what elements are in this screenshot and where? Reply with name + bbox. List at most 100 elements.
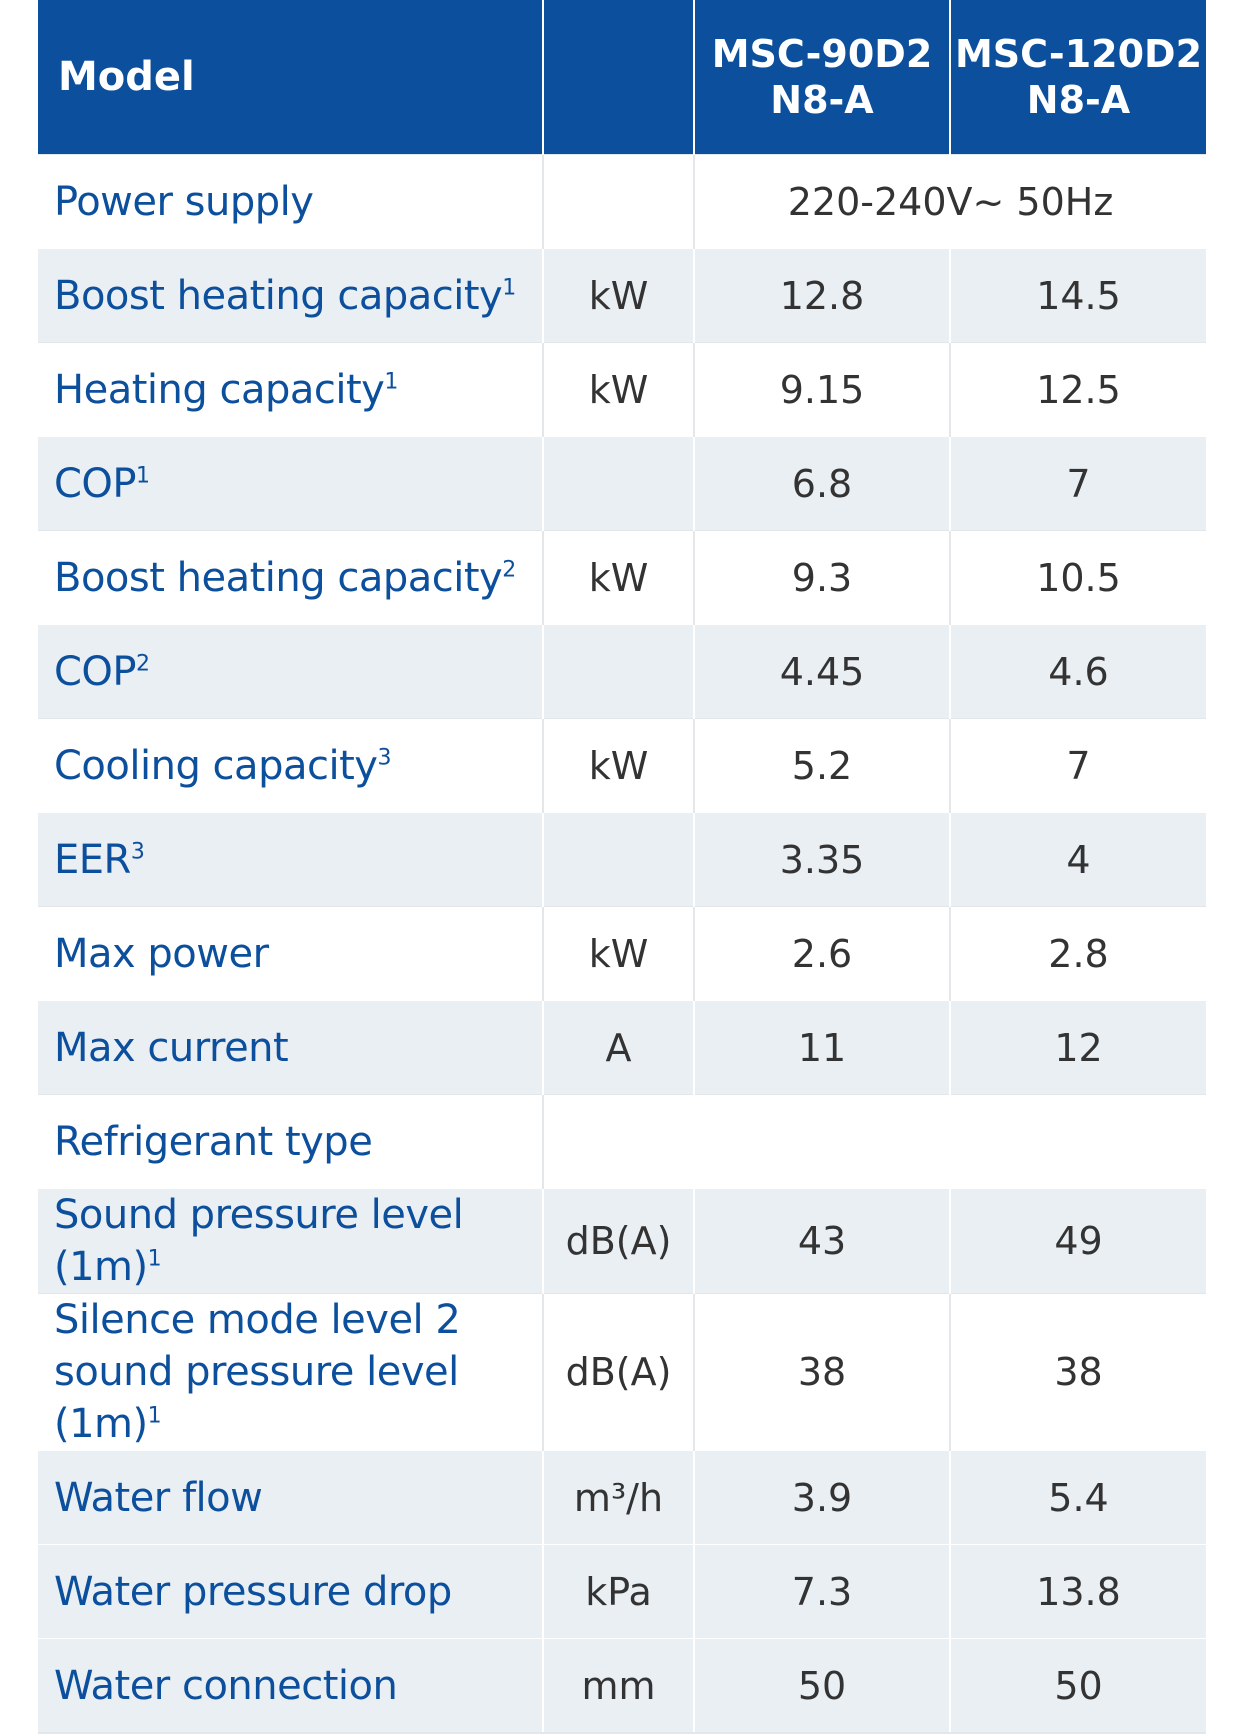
row-label-text: COP [54, 648, 137, 695]
row-span-value [542, 1094, 1206, 1189]
row-label-text: Power supply [54, 178, 314, 225]
header-model-1: MSC-90D2 N8-A [693, 0, 950, 155]
header-model-label: Model [38, 0, 543, 155]
table-row-eer: EER3 3.35 4 [38, 812, 1206, 907]
row-value-model-1: 12.8 [693, 248, 950, 343]
table-row-refrigerant-type: Refrigerant type [38, 1094, 1206, 1189]
row-label-text: Refrigerant type [54, 1118, 373, 1165]
row-value-model-2: 49 [949, 1188, 1206, 1294]
row-label-text: Water pressure drop [54, 1568, 452, 1615]
row-unit: dB(A) [542, 1293, 694, 1451]
row-value-model-2: 50 [949, 1638, 1206, 1734]
row-label-footnote: 3 [377, 745, 391, 771]
row-label: Heating capacity1 [38, 342, 543, 437]
row-value-model-1: 3.35 [693, 812, 950, 907]
row-label-line-1: Silence mode level 2 [54, 1297, 461, 1343]
row-value-model-2: 12.5 [949, 342, 1206, 437]
row-value-model-1: 7.3 [693, 1544, 950, 1639]
row-label-text: Cooling capacity [54, 742, 378, 789]
row-label-footnote: 1 [147, 1403, 162, 1429]
row-value-model-2: 13.8 [949, 1544, 1206, 1639]
table-row-boost-heating-capacity-1: Boost heating capacity1 kW 12.8 14.5 [38, 248, 1206, 343]
header-model-1-line-1: MSC-90D2 [711, 32, 933, 76]
row-label: Refrigerant type [38, 1094, 543, 1189]
row-label-footnote: 1 [384, 369, 398, 395]
row-label-footnote: 2 [502, 557, 516, 583]
row-label-text: EER [54, 836, 131, 883]
row-label-text: Water connection [54, 1662, 398, 1709]
row-value-model-2: 5.4 [949, 1450, 1206, 1545]
row-value-model-2: 7 [949, 436, 1206, 531]
row-label: Water flow [38, 1450, 543, 1545]
row-label: Water pressure drop [38, 1544, 543, 1639]
row-value-model-2: 12 [949, 1000, 1206, 1095]
row-label: COP1 [38, 436, 543, 531]
row-label-text: Max current [54, 1024, 289, 1071]
row-label-footnote: 2 [136, 651, 150, 677]
header-model-2-line-1: MSC-120D2 [954, 32, 1203, 76]
table-row-silence-mode-sound-pressure: Silence mode level 2 sound pressure level… [38, 1293, 1206, 1451]
row-label-text: Heating capacity [54, 366, 385, 413]
row-value-model-1: 2.6 [693, 906, 950, 1001]
row-value-model-2: 38 [949, 1293, 1206, 1451]
table-header-row: Model MSC-90D2 N8-A MSC-120D2 N8-A [38, 0, 1206, 155]
row-unit: mm [542, 1638, 694, 1734]
header-model-2: MSC-120D2 N8-A [949, 0, 1206, 155]
table-row-max-power: Max power kW 2.6 2.8 [38, 906, 1206, 1001]
row-label-footnote: 3 [130, 839, 145, 865]
row-label-text: Boost heating capacity [54, 272, 503, 319]
row-label: Silence mode level 2 sound pressure level… [38, 1293, 543, 1451]
row-label: Power supply [38, 154, 543, 249]
row-label: Boost heating capacity1 [38, 248, 543, 343]
row-label-text: Boost heating capacity [54, 554, 503, 601]
header-unit [542, 0, 694, 155]
row-unit [542, 436, 694, 531]
row-unit: m³/h [542, 1450, 694, 1545]
row-label: EER3 [38, 812, 543, 907]
row-value-model-1: 6.8 [693, 436, 950, 531]
row-label: Boost heating capacity2 [38, 530, 543, 625]
row-value-model-2: 4 [949, 812, 1206, 907]
row-value-model-1: 9.15 [693, 342, 950, 437]
row-value-model-2: 7 [949, 718, 1206, 813]
row-label: COP2 [38, 624, 543, 719]
row-label-text: Max power [54, 930, 269, 977]
row-value-model-1: 9.3 [693, 530, 950, 625]
row-unit: kW [542, 248, 694, 343]
row-label-footnote: 1 [136, 463, 150, 489]
row-label: Cooling capacity3 [38, 718, 543, 813]
table-row-cooling-capacity: Cooling capacity3 kW 5.2 7 [38, 718, 1206, 813]
table-row-water-flow: Water flow m³/h 3.9 5.4 [38, 1450, 1206, 1545]
row-value-model-2: 2.8 [949, 906, 1206, 1001]
row-value-model-2: 10.5 [949, 530, 1206, 625]
row-label: Max current [38, 1000, 543, 1095]
table-row-heating-capacity: Heating capacity1 kW 9.15 12.5 [38, 342, 1206, 437]
row-unit: kW [542, 342, 694, 437]
row-label: Sound pressure level (1m)1 [38, 1188, 543, 1294]
row-value-model-1: 50 [693, 1638, 950, 1734]
row-label-footnote: 1 [502, 275, 516, 301]
row-label: Water connection [38, 1638, 543, 1734]
row-label-text: Sound pressure level (1m) [54, 1192, 464, 1290]
row-unit: kW [542, 718, 694, 813]
row-span-value: 220-240V~ 50Hz [693, 154, 1206, 249]
row-value-model-1: 4.45 [693, 624, 950, 719]
row-value-model-2: 4.6 [949, 624, 1206, 719]
table-row-water-pressure-drop: Water pressure drop kPa 7.3 13.8 [38, 1544, 1206, 1639]
row-value-model-1: 43 [693, 1188, 950, 1294]
table-row-max-current: Max current A 11 12 [38, 1000, 1206, 1095]
row-value-model-1: 11 [693, 1000, 950, 1095]
row-label: Max power [38, 906, 543, 1001]
header-model-1-line-2: N8-A [770, 78, 874, 122]
row-unit: A [542, 1000, 694, 1095]
row-unit: kW [542, 906, 694, 1001]
row-label-line-2: sound pressure level (1m) [54, 1349, 459, 1447]
header-model-2-line-2: N8-A [1026, 78, 1131, 122]
row-unit [542, 624, 694, 719]
row-unit [542, 154, 694, 249]
table-row-water-connection: Water connection mm 50 50 [38, 1638, 1206, 1734]
row-label-footnote: 1 [147, 1246, 162, 1272]
spec-table: Model MSC-90D2 N8-A MSC-120D2 N8-A Power… [38, 0, 1206, 1734]
row-label-text: COP [54, 460, 137, 507]
row-value-model-1: 3.9 [693, 1450, 950, 1545]
